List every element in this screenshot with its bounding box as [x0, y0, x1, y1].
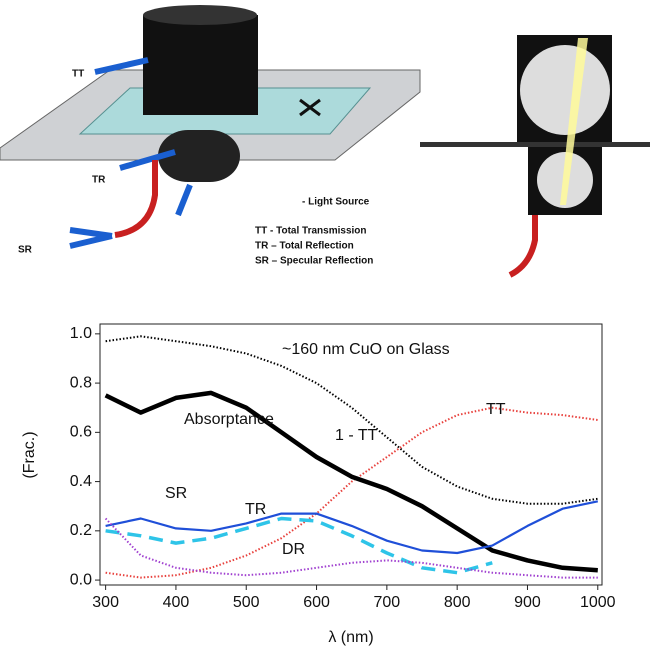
y-tick-label: 0.0: [70, 571, 92, 588]
x-tick-label: 700: [374, 594, 401, 611]
series-label: SR: [165, 485, 187, 502]
x-axis-label: λ (nm): [328, 629, 373, 646]
x-tick-label: 600: [303, 594, 330, 611]
y-tick-label: 0.4: [70, 473, 92, 490]
label: - Light Source: [302, 197, 370, 208]
series-label: 1 - TT: [335, 427, 378, 444]
fiber: [94, 57, 149, 75]
fiber: [175, 183, 193, 217]
fiber: [119, 149, 176, 171]
annotation: ~160 nm CuO on Glass: [282, 341, 450, 358]
label: TT: [72, 69, 84, 80]
series-label: DR: [282, 541, 305, 558]
y-tick-label: 0.6: [70, 424, 92, 441]
series-line: [105, 500, 599, 555]
series-label: Absorptance: [184, 411, 274, 428]
cable: [508, 215, 538, 278]
x-tick-label: 300: [92, 594, 119, 611]
y-axis-label: (Frac.): [21, 431, 38, 478]
arrows: [299, 98, 321, 117]
sphere-top: [143, 15, 258, 115]
cross-stage: [420, 142, 650, 147]
label: SR: [18, 245, 33, 256]
label: SR – Specular Reflection: [255, 256, 373, 267]
series-line: [104, 390, 598, 573]
y-tick-label: 0.8: [70, 374, 92, 391]
beam: [560, 38, 588, 205]
series-line: [105, 406, 598, 579]
plot-frame: [99, 323, 603, 586]
sphere: [520, 45, 610, 135]
x-tick-label: 1000: [580, 594, 616, 611]
y-tick-label: 1.0: [70, 325, 92, 342]
x-tick-label: 500: [233, 594, 260, 611]
label: TR – Total Reflection: [255, 241, 354, 252]
cable: [114, 160, 158, 238]
series-label: TT: [486, 401, 506, 418]
schematic: TT TR SR - Light Source TT - Total Trans…: [0, 5, 650, 278]
series-label: TR: [245, 501, 266, 518]
series-line: [105, 516, 493, 575]
label: TR: [92, 175, 106, 186]
x-tick-label: 400: [163, 594, 190, 611]
fiber: [69, 227, 113, 249]
label: TT - Total Transmission: [255, 226, 367, 237]
x-tick-label: 900: [514, 594, 541, 611]
x-tick-label: 800: [444, 594, 471, 611]
reflect-port: [158, 130, 240, 182]
y-tick-label: 0.2: [70, 522, 92, 539]
sphere-top-cap: [143, 5, 257, 25]
